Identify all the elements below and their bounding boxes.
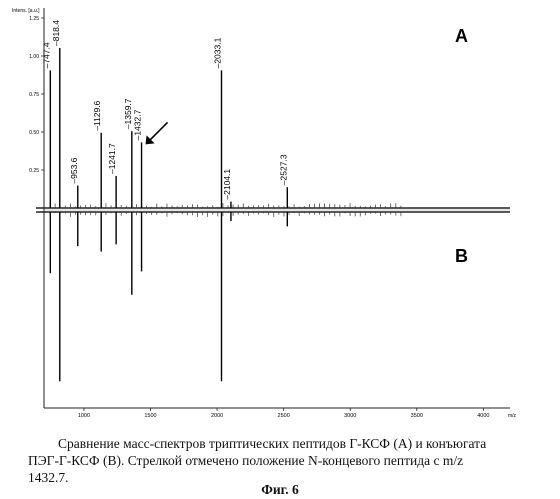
y-tick-label: 0.75 (29, 92, 39, 98)
peak-a-label: –2033.1 (212, 37, 222, 68)
x-tick-label: 4000 (477, 413, 489, 419)
mass-spectra-plot: –747.4–818.4–953.6–1129.6–1241.7–1359.7–… (0, 0, 560, 430)
x-tick-label: 2000 (211, 413, 223, 419)
peak-a-label: –953.6 (69, 157, 79, 183)
x-tick-label: 1500 (144, 413, 156, 419)
plot-frame (36, 8, 510, 408)
arrow-icon (146, 122, 168, 144)
x-tick-label: 1000 (78, 413, 90, 419)
peak-a-label: –2527.3 (278, 154, 288, 185)
y-tick-label: 1.00 (29, 54, 39, 60)
y-axis-label: Intens. [a.u.] (12, 8, 40, 14)
axis-ticks: 1.25 1.00 0.75 0.50 0.25 1000 1500 2000 2500 3000… (29, 16, 489, 419)
x-tick-label: 3000 (344, 413, 356, 419)
y-tick-label: 0.25 (29, 168, 39, 174)
peak-a-label: –1359.7 (123, 98, 133, 129)
peak-a-label: –1241.7 (107, 143, 117, 174)
panel-label-b: B (455, 246, 468, 266)
y-tick-label: 1.25 (29, 16, 39, 22)
y-tick-label: 0.50 (29, 130, 39, 136)
x-tick-label: 2500 (278, 413, 290, 419)
caption-line-1: Сравнение масс-спектров триптических пеп… (58, 435, 560, 452)
x-axis-label: m/z (508, 413, 517, 419)
caption-line-2: ПЭГ-Г-КСФ (В). Стрелкой отмечено положен… (28, 452, 560, 469)
peak-a-label: –1432.7 (133, 109, 143, 140)
figure-number: Фиг. 6 (0, 482, 560, 498)
arrow-shaft (149, 122, 168, 141)
spectrum-b (50, 212, 401, 381)
peak-a-label: –1129.6 (92, 100, 102, 130)
x-tick-label: 3500 (411, 413, 423, 419)
peak-a-label: –818.4 (51, 20, 61, 46)
spectrum-a: –747.4–818.4–953.6–1129.6–1241.7–1359.7–… (41, 20, 401, 208)
peak-a-label: –2104.1 (222, 169, 232, 200)
panel-label-a: A (455, 26, 468, 46)
